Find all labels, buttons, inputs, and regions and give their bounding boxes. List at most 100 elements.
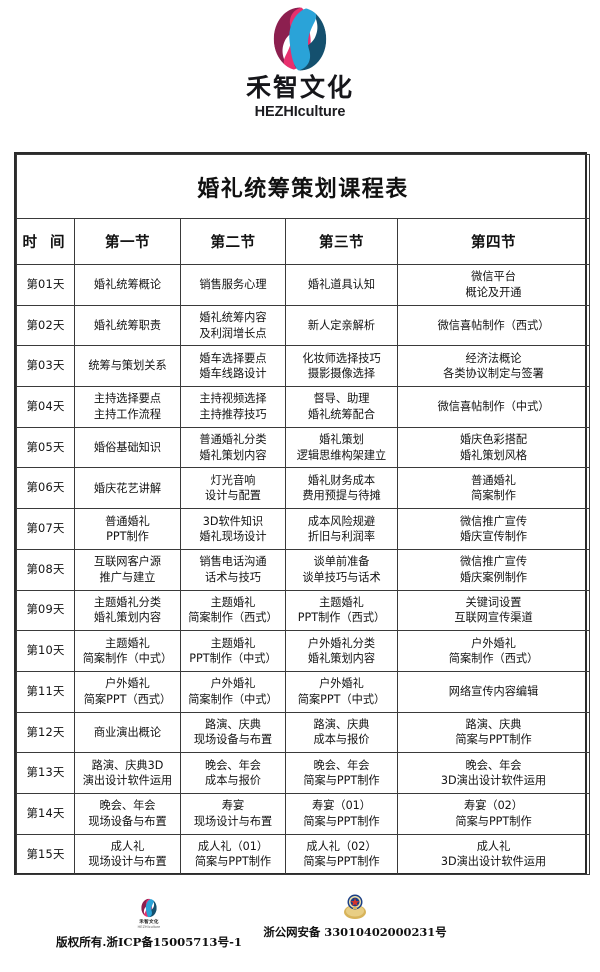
day-cell: 第02天 bbox=[16, 304, 75, 347]
session-3-cell: 成本风险规避 折旧与利润率 bbox=[285, 508, 398, 550]
cell-line: 现场设计与布置 bbox=[88, 855, 167, 869]
cell-line: 主持推荐技巧 bbox=[199, 407, 267, 421]
cell-line: 微信喜帖制作（中式） bbox=[437, 400, 550, 414]
session-4-cell: 婚庆色彩搭配 婚礼策划风格 bbox=[396, 426, 591, 469]
cell-line: 简案与PPT制作 bbox=[303, 814, 380, 828]
cell-line: 互联网宣传渠道 bbox=[454, 611, 533, 625]
cell-line: 现场设备与布置 bbox=[193, 733, 273, 747]
cell-line: 成人礼（02） bbox=[306, 840, 377, 854]
cell-line: 晚会、年会 bbox=[465, 758, 522, 772]
cell-line: 简案制作（西式） bbox=[188, 611, 278, 625]
session-2-cell: 寿宴 现场设计与布置 bbox=[180, 792, 286, 835]
cell-line: 简案PPT（中式） bbox=[297, 692, 386, 706]
cell-line: 户外婚礼分类 bbox=[307, 636, 376, 650]
session-3-cell: 谈单前准备 谈单技巧与话术 bbox=[285, 548, 398, 591]
cell-line: 成本风险规避 bbox=[307, 514, 376, 528]
cell-line: 3D演出设计软件运用 bbox=[440, 774, 547, 788]
session-4-cell: 寿宴（02） 简案与PPT制作 bbox=[396, 792, 591, 835]
brand-name-en: HEZHIculture bbox=[254, 104, 346, 120]
header-row: 时 间 第一节 第二节 第三节 第四节 bbox=[16, 218, 591, 265]
session-3-cell: 成人礼（02） 简案与PPT制作 bbox=[285, 833, 398, 876]
cell-line: 普通婚礼分类 bbox=[199, 433, 267, 447]
table-row: 第06天 婚庆花艺讲解 灯光音响 设计与配置 婚礼财务成本 费用预提与待摊 普通婚礼 简案制作 bbox=[16, 467, 591, 510]
day-cell: 第10天 bbox=[16, 630, 75, 672]
police-badge-icon bbox=[344, 894, 366, 919]
session-1-cell: 婚礼统筹职责 bbox=[74, 304, 181, 347]
cell-line: 话术与技巧 bbox=[205, 570, 261, 584]
cell-line: 新人定亲解析 bbox=[307, 318, 376, 332]
session-3-cell: 婚礼道具认知 bbox=[285, 264, 398, 306]
cell-line: 各类协议制定与签署 bbox=[443, 367, 544, 381]
session-1-cell: 主题婚礼 简案制作（中式） bbox=[74, 630, 181, 672]
table-row: 第09天 主题婚礼分类 婚礼策划内容 主题婚礼 简案制作（西式） 主题婚礼 PPT制作（西式… bbox=[16, 589, 591, 632]
session-3-cell: 督导、助理 婚礼统筹配合 bbox=[285, 386, 398, 428]
footer-logo-name-en: HEZHIculture bbox=[137, 925, 161, 929]
table-row: 第13天 路演、庆典3D 演出设计软件运用 晚会、年会 成本与报价 晚会、年会 简案与PPT… bbox=[16, 752, 591, 794]
session-3-cell: 晚会、年会 简案与PPT制作 bbox=[285, 752, 398, 794]
cell-line: 婚礼财务成本 bbox=[307, 473, 376, 487]
cell-line: 推广与建立 bbox=[99, 570, 156, 584]
footer-logo-name-cn: 禾智文化 bbox=[139, 919, 159, 924]
cell-line: 简案制作 bbox=[471, 489, 516, 503]
cell-line: 婚庆宣传制作 bbox=[459, 529, 528, 543]
cell-line: 晚会、年会 bbox=[205, 758, 261, 772]
cell-line: 演出设计软件运用 bbox=[82, 774, 173, 788]
day-cell: 第12天 bbox=[16, 711, 75, 754]
cell-line: 主题婚礼分类 bbox=[93, 595, 162, 609]
cell-line: 普通婚礼 bbox=[471, 473, 516, 487]
cell-line: 逻辑思维构架建立 bbox=[296, 448, 387, 462]
cell-line: 成本与报价 bbox=[205, 774, 261, 788]
session-1-cell: 主持选择要点 主持工作流程 bbox=[74, 386, 181, 428]
cell-line: 寿宴（01） bbox=[312, 799, 371, 813]
session-4-cell: 户外婚礼 简案制作（西式） bbox=[396, 630, 591, 672]
cell-line: 婚礼统筹职责 bbox=[93, 318, 162, 332]
session-2-cell: 婚车选择要点 婚车线路设计 bbox=[180, 345, 286, 388]
table-row: 第03天 统筹与策划关系 婚车选择要点 婚车线路设计 化妆师选择技巧 摄影摄像选择 经济法概… bbox=[16, 345, 591, 388]
session-3-cell: 婚礼财务成本 费用预提与待摊 bbox=[285, 467, 398, 510]
day-cell: 第05天 bbox=[16, 426, 75, 469]
session-2-cell: 销售电话沟通 话术与技巧 bbox=[180, 548, 286, 591]
cell-line: 概论及开通 bbox=[465, 285, 522, 299]
cell-line: 寿宴 bbox=[221, 799, 245, 813]
cell-line: 路演、庆典 bbox=[465, 717, 522, 731]
session-4-cell: 微信推广宣传 婚庆宣传制作 bbox=[396, 508, 591, 550]
cell-line: 户外婚礼 bbox=[210, 677, 256, 691]
table-row: 第01天 婚礼统筹概论 销售服务心理 婚礼道具认知 微信平台 概论及开通 bbox=[16, 264, 591, 306]
cell-line: 谈单前准备 bbox=[313, 555, 370, 569]
cell-line: 主题婚礼 bbox=[210, 595, 256, 609]
day-cell: 第07天 bbox=[16, 508, 75, 550]
cell-line: 户外婚礼 bbox=[471, 636, 516, 650]
cell-line: 户外婚礼 bbox=[319, 677, 364, 691]
course-schedule-table: 婚礼统筹策划课程表 时 间 第一节 第二节 第三节 第四节 第01天 婚礼统筹概论… bbox=[15, 154, 591, 876]
cell-line: PPT制作 bbox=[106, 529, 149, 543]
cell-line: 婚礼策划内容 bbox=[199, 448, 267, 462]
session-4-cell: 微信推广宣传 婚庆案例制作 bbox=[396, 548, 591, 591]
table-row: 第05天 婚俗基础知识 普通婚礼分类 婚礼策划内容 婚礼策划 逻辑思维构架建立 婚庆色彩搭配… bbox=[16, 426, 591, 469]
cell-line: 主题婚礼 bbox=[210, 636, 256, 650]
session-1-cell: 户外婚礼 简案PPT（西式） bbox=[74, 670, 181, 713]
session-2-cell: 主题婚礼简案制作（西式） bbox=[180, 589, 286, 632]
session-3-cell: 户外婚礼分类 婚礼策划内容 bbox=[285, 630, 398, 672]
hezhi-swirl-logo-icon bbox=[141, 898, 157, 918]
cell-line: 设计与配置 bbox=[205, 489, 261, 503]
cell-line: 主持选择要点 bbox=[93, 392, 162, 406]
cell-line: PPT制作（中式） bbox=[189, 652, 277, 666]
session-4-cell: 成人礼 3D演出设计软件运用 bbox=[396, 833, 591, 876]
cell-line: 主持视频选择 bbox=[199, 392, 267, 406]
cell-line: 关键词设置 bbox=[465, 595, 522, 609]
cell-line: 销售电话沟通 bbox=[199, 555, 267, 569]
day-cell: 第13天 bbox=[16, 752, 75, 794]
cell-line: 互联网客户源 bbox=[93, 555, 162, 569]
session-3-cell: 寿宴（01） 简案与PPT制作 bbox=[285, 792, 398, 835]
day-cell: 第06天 bbox=[16, 467, 75, 510]
cell-line: 户外婚礼 bbox=[105, 677, 150, 691]
cell-line: 商业演出概论 bbox=[93, 725, 162, 739]
cell-line: 网络宣传内容编辑 bbox=[448, 684, 539, 698]
cell-line: 婚礼策划风格 bbox=[459, 448, 528, 462]
cell-line: 晚会、年会 bbox=[313, 758, 370, 772]
session-1-cell: 婚庆花艺讲解 bbox=[74, 467, 181, 510]
cell-line: 简案与PPT制作 bbox=[455, 814, 532, 828]
page-footer: 禾智文化 HEZHIculture 版权所有.浙ICP备15005713号-1 … bbox=[0, 888, 600, 972]
column-header-session-4: 第四节 bbox=[396, 218, 591, 265]
cell-line: 经济法概论 bbox=[465, 351, 522, 365]
